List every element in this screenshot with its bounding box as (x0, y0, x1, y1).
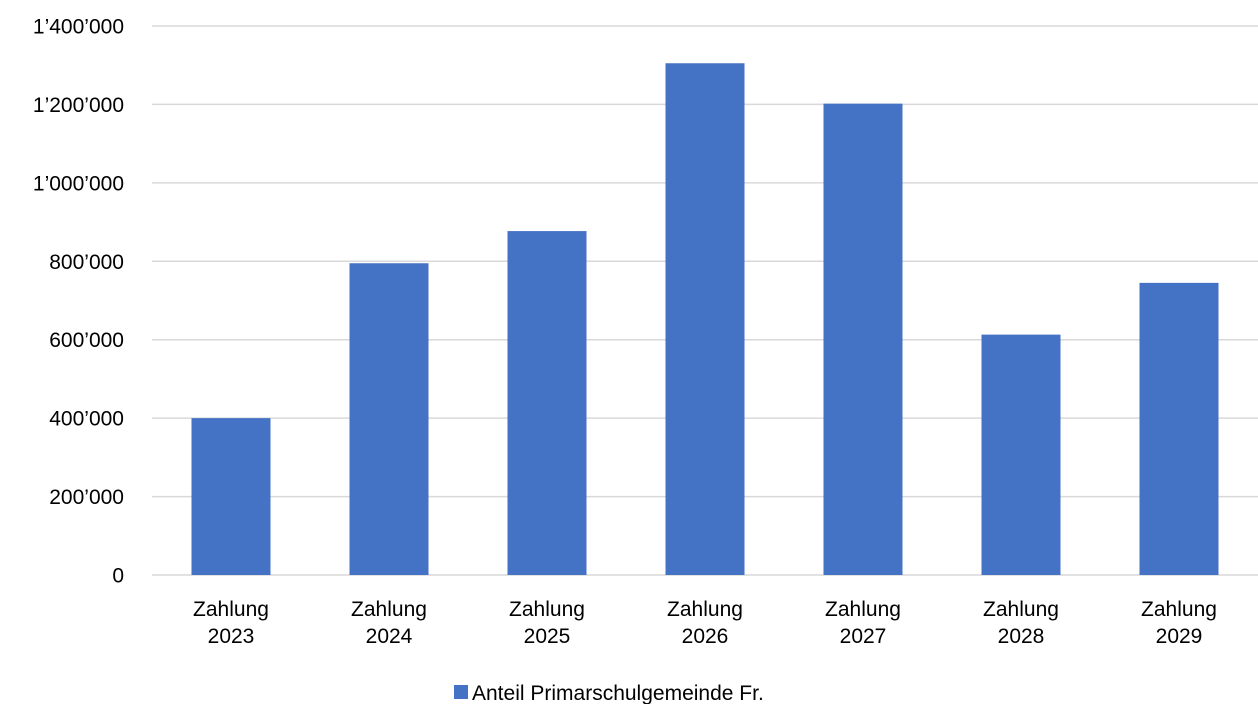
bar (191, 418, 271, 575)
x-tick-label-line: Zahlung (193, 598, 269, 621)
y-tick-label: 400’000 (49, 408, 124, 431)
x-tick-label: Zahlung 2023 (193, 598, 269, 648)
x-tick-label-line: Zahlung (1141, 598, 1217, 621)
x-tick-label-line: 2025 (524, 625, 571, 648)
x-tick-label-line: 2026 (682, 625, 729, 648)
x-tick-label-line: Zahlung (667, 598, 743, 621)
x-tick-label: Zahlung 2028 (983, 598, 1059, 648)
y-tick-label: 0 (112, 565, 124, 588)
legend-swatch (454, 685, 468, 699)
y-tick-label: 1’400’000 (33, 16, 124, 39)
y-tick-label: 200’000 (49, 486, 124, 509)
x-tick-label: Zahlung 2029 (1141, 598, 1217, 648)
x-tick-label: Zahlung 2027 (825, 598, 901, 648)
y-tick-label: 800’000 (49, 251, 124, 274)
x-tick-label-line: 2029 (1156, 625, 1203, 648)
x-tick-label-line: Zahlung (509, 598, 585, 621)
legend: Anteil Primarschulgemeinde Fr. (454, 682, 764, 704)
legend-label: Anteil Primarschulgemeinde Fr. (472, 682, 764, 704)
x-tick-label-line: Zahlung (351, 598, 427, 621)
x-tick-label-line: 2023 (208, 625, 255, 648)
bar-series (191, 63, 1219, 576)
bar (507, 231, 587, 576)
bar (981, 334, 1061, 575)
bar (349, 263, 429, 575)
x-tick-label-line: 2027 (840, 625, 887, 648)
y-tick-label: 600’000 (49, 329, 124, 352)
bar (1139, 282, 1219, 575)
bar (823, 103, 903, 575)
x-tick-label: Zahlung 2026 (667, 598, 743, 648)
y-tick-label: 1’200’000 (33, 94, 124, 117)
bar (665, 63, 745, 575)
x-tick-label-line: Zahlung (825, 598, 901, 621)
y-axis: 0 200’000 400’000 600’000 800’000 1’000’000 1’… (33, 16, 124, 588)
y-tick-label: 1’000’000 (33, 172, 124, 195)
x-tick-label-line: Zahlung (983, 598, 1059, 621)
x-tick-label: Zahlung 2025 (509, 598, 585, 648)
x-tick-label-line: 2028 (998, 625, 1045, 648)
x-tick-label: Zahlung 2024 (351, 598, 427, 648)
x-tick-label-line: 2024 (366, 625, 413, 648)
